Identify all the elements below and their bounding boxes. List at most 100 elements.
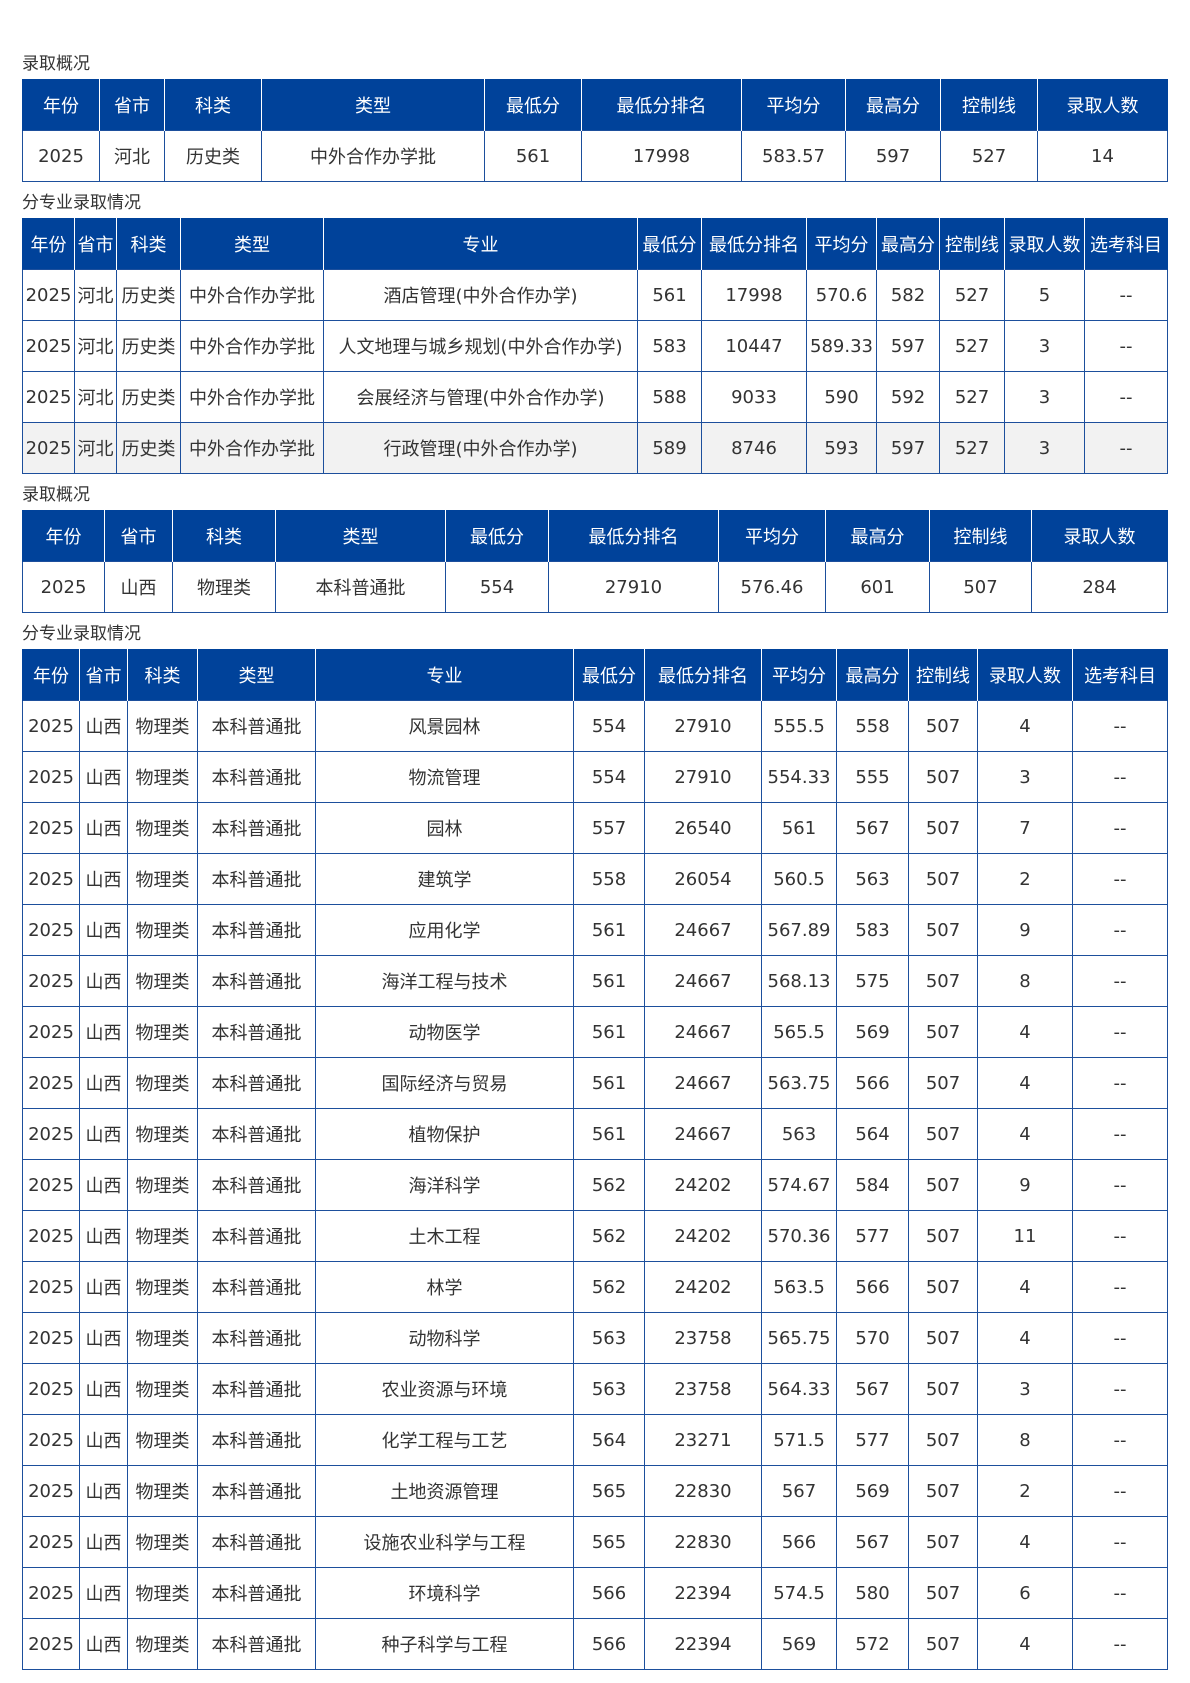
table-cell: 571.5 <box>761 1414 837 1466</box>
table-cell: 567 <box>836 1516 909 1568</box>
table-cell: 物理类 <box>127 1159 198 1211</box>
table-cell: 565.5 <box>761 1006 837 1058</box>
table-cell: 570.36 <box>761 1210 837 1262</box>
table-cell: 563 <box>573 1363 645 1415</box>
table-cell: 酒店管理(中外合作办学) <box>323 269 638 321</box>
table-cell: 2025 <box>22 1363 80 1415</box>
table-cell: 589.33 <box>806 320 877 372</box>
column-header: 类型 <box>197 649 316 701</box>
table-cell: -- <box>1072 751 1168 803</box>
table-cell: 4 <box>977 1312 1073 1364</box>
table-cell: 4 <box>977 700 1073 752</box>
table-cell: 570 <box>836 1312 909 1364</box>
table-cell: 3 <box>977 1363 1073 1415</box>
table-cell: 2025 <box>22 751 80 803</box>
table-cell: -- <box>1072 1261 1168 1313</box>
table-cell: -- <box>1072 1363 1168 1415</box>
table-cell: 569 <box>761 1618 837 1670</box>
table-cell: 22830 <box>644 1465 762 1517</box>
table-cell: 24202 <box>644 1159 762 1211</box>
table-cell: 27910 <box>548 561 719 613</box>
table-cell: 山西 <box>79 853 128 905</box>
column-header: 省市 <box>104 510 173 562</box>
table-cell: 568.13 <box>761 955 837 1007</box>
column-header: 录取人数 <box>1037 79 1168 131</box>
table-cell: 23271 <box>644 1414 762 1466</box>
table-cell: 2025 <box>22 320 75 372</box>
table-cell: 物理类 <box>172 561 276 613</box>
table-cell: 河北 <box>74 422 117 474</box>
table-cell: 物理类 <box>127 1312 198 1364</box>
table-cell: 2025 <box>22 802 80 854</box>
table-cell: 9 <box>977 904 1073 956</box>
table-cell: 27910 <box>644 751 762 803</box>
table-cell: 593 <box>806 422 877 474</box>
table-cell: 24667 <box>644 1006 762 1058</box>
table-cell: 2025 <box>22 1312 80 1364</box>
table-cell: 本科普通批 <box>197 1210 316 1262</box>
table-cell: 山西 <box>79 802 128 854</box>
table-cell: 会展经济与管理(中外合作办学) <box>323 371 638 423</box>
table-cell: 本科普通批 <box>197 1618 316 1670</box>
table-cell: 577 <box>836 1210 909 1262</box>
table-cell: 3 <box>1004 422 1085 474</box>
table-cell: 2 <box>977 1465 1073 1517</box>
table-cell: 507 <box>908 751 978 803</box>
column-header: 平均分 <box>718 510 826 562</box>
table-cell: 527 <box>939 320 1005 372</box>
table-cell: 本科普通批 <box>197 955 316 1007</box>
table-cell: 527 <box>939 269 1005 321</box>
table-cell: -- <box>1072 853 1168 905</box>
column-header: 最低分排名 <box>548 510 719 562</box>
column-header: 平均分 <box>761 649 837 701</box>
table-cell: -- <box>1084 422 1168 474</box>
column-header: 最高分 <box>825 510 930 562</box>
table-cell: 584 <box>836 1159 909 1211</box>
table-cell: 河北 <box>74 320 117 372</box>
table-cell: 564 <box>836 1108 909 1160</box>
table-cell: -- <box>1072 1006 1168 1058</box>
table-cell: 562 <box>573 1261 645 1313</box>
table-cell: -- <box>1072 700 1168 752</box>
table-cell: 563 <box>836 853 909 905</box>
summary-table: 年份 省市 科类 类型 最低分 最低分排名 平均分 最高分 控制线 录取人数 2025 河北 历史类 中外… <box>22 79 1168 182</box>
table-cell: 507 <box>908 1210 978 1262</box>
table-cell: 23758 <box>644 1363 762 1415</box>
table-cell: 507 <box>929 561 1032 613</box>
table-cell: 林学 <box>315 1261 574 1313</box>
table-cell: 9 <box>977 1159 1073 1211</box>
column-header: 科类 <box>164 79 262 131</box>
table-cell: 2025 <box>22 561 105 613</box>
table-cell: 中外合作办学批 <box>261 130 485 182</box>
table-cell: 6 <box>977 1567 1073 1619</box>
table-cell: 572 <box>836 1618 909 1670</box>
table-cell: 2025 <box>22 130 100 182</box>
table-cell: 2025 <box>22 700 80 752</box>
table-cell: 环境科学 <box>315 1567 574 1619</box>
column-header: 年份 <box>22 510 105 562</box>
table-cell: 2025 <box>22 269 75 321</box>
table-cell: 历史类 <box>164 130 262 182</box>
header-row: 年份 省市 科类 类型 专业 最低分 最低分排名 平均分 最高分 控制线 录取人数 选考科目 <box>22 218 1168 270</box>
table-cell: 本科普通批 <box>197 751 316 803</box>
table-row: 2025 河北 历史类 中外合作办学批 酒店管理(中外合作办学) 561 17998 570.… <box>22 269 1168 321</box>
column-header: 类型 <box>180 218 324 270</box>
table-cell: 山西 <box>79 1210 128 1262</box>
table-cell: 植物保护 <box>315 1108 574 1160</box>
table-cell: 558 <box>573 853 645 905</box>
table-cell: 物理类 <box>127 904 198 956</box>
table-row: 2025 山西 物理类 本科普通批 土木工程 562 24202 570.36 577 507 11… <box>22 1210 1168 1262</box>
table-cell: 563 <box>761 1108 837 1160</box>
table-cell: 2025 <box>22 1006 80 1058</box>
table-cell: 507 <box>908 955 978 1007</box>
table-cell: 土木工程 <box>315 1210 574 1262</box>
table-cell: -- <box>1072 1159 1168 1211</box>
table-cell: 554 <box>445 561 549 613</box>
table-cell: 物理类 <box>127 751 198 803</box>
column-header: 年份 <box>22 649 80 701</box>
column-header: 最高分 <box>845 79 941 131</box>
table-cell: 569 <box>836 1465 909 1517</box>
table-cell: 566 <box>836 1057 909 1109</box>
column-header: 科类 <box>172 510 276 562</box>
table-cell: 2025 <box>22 1057 80 1109</box>
